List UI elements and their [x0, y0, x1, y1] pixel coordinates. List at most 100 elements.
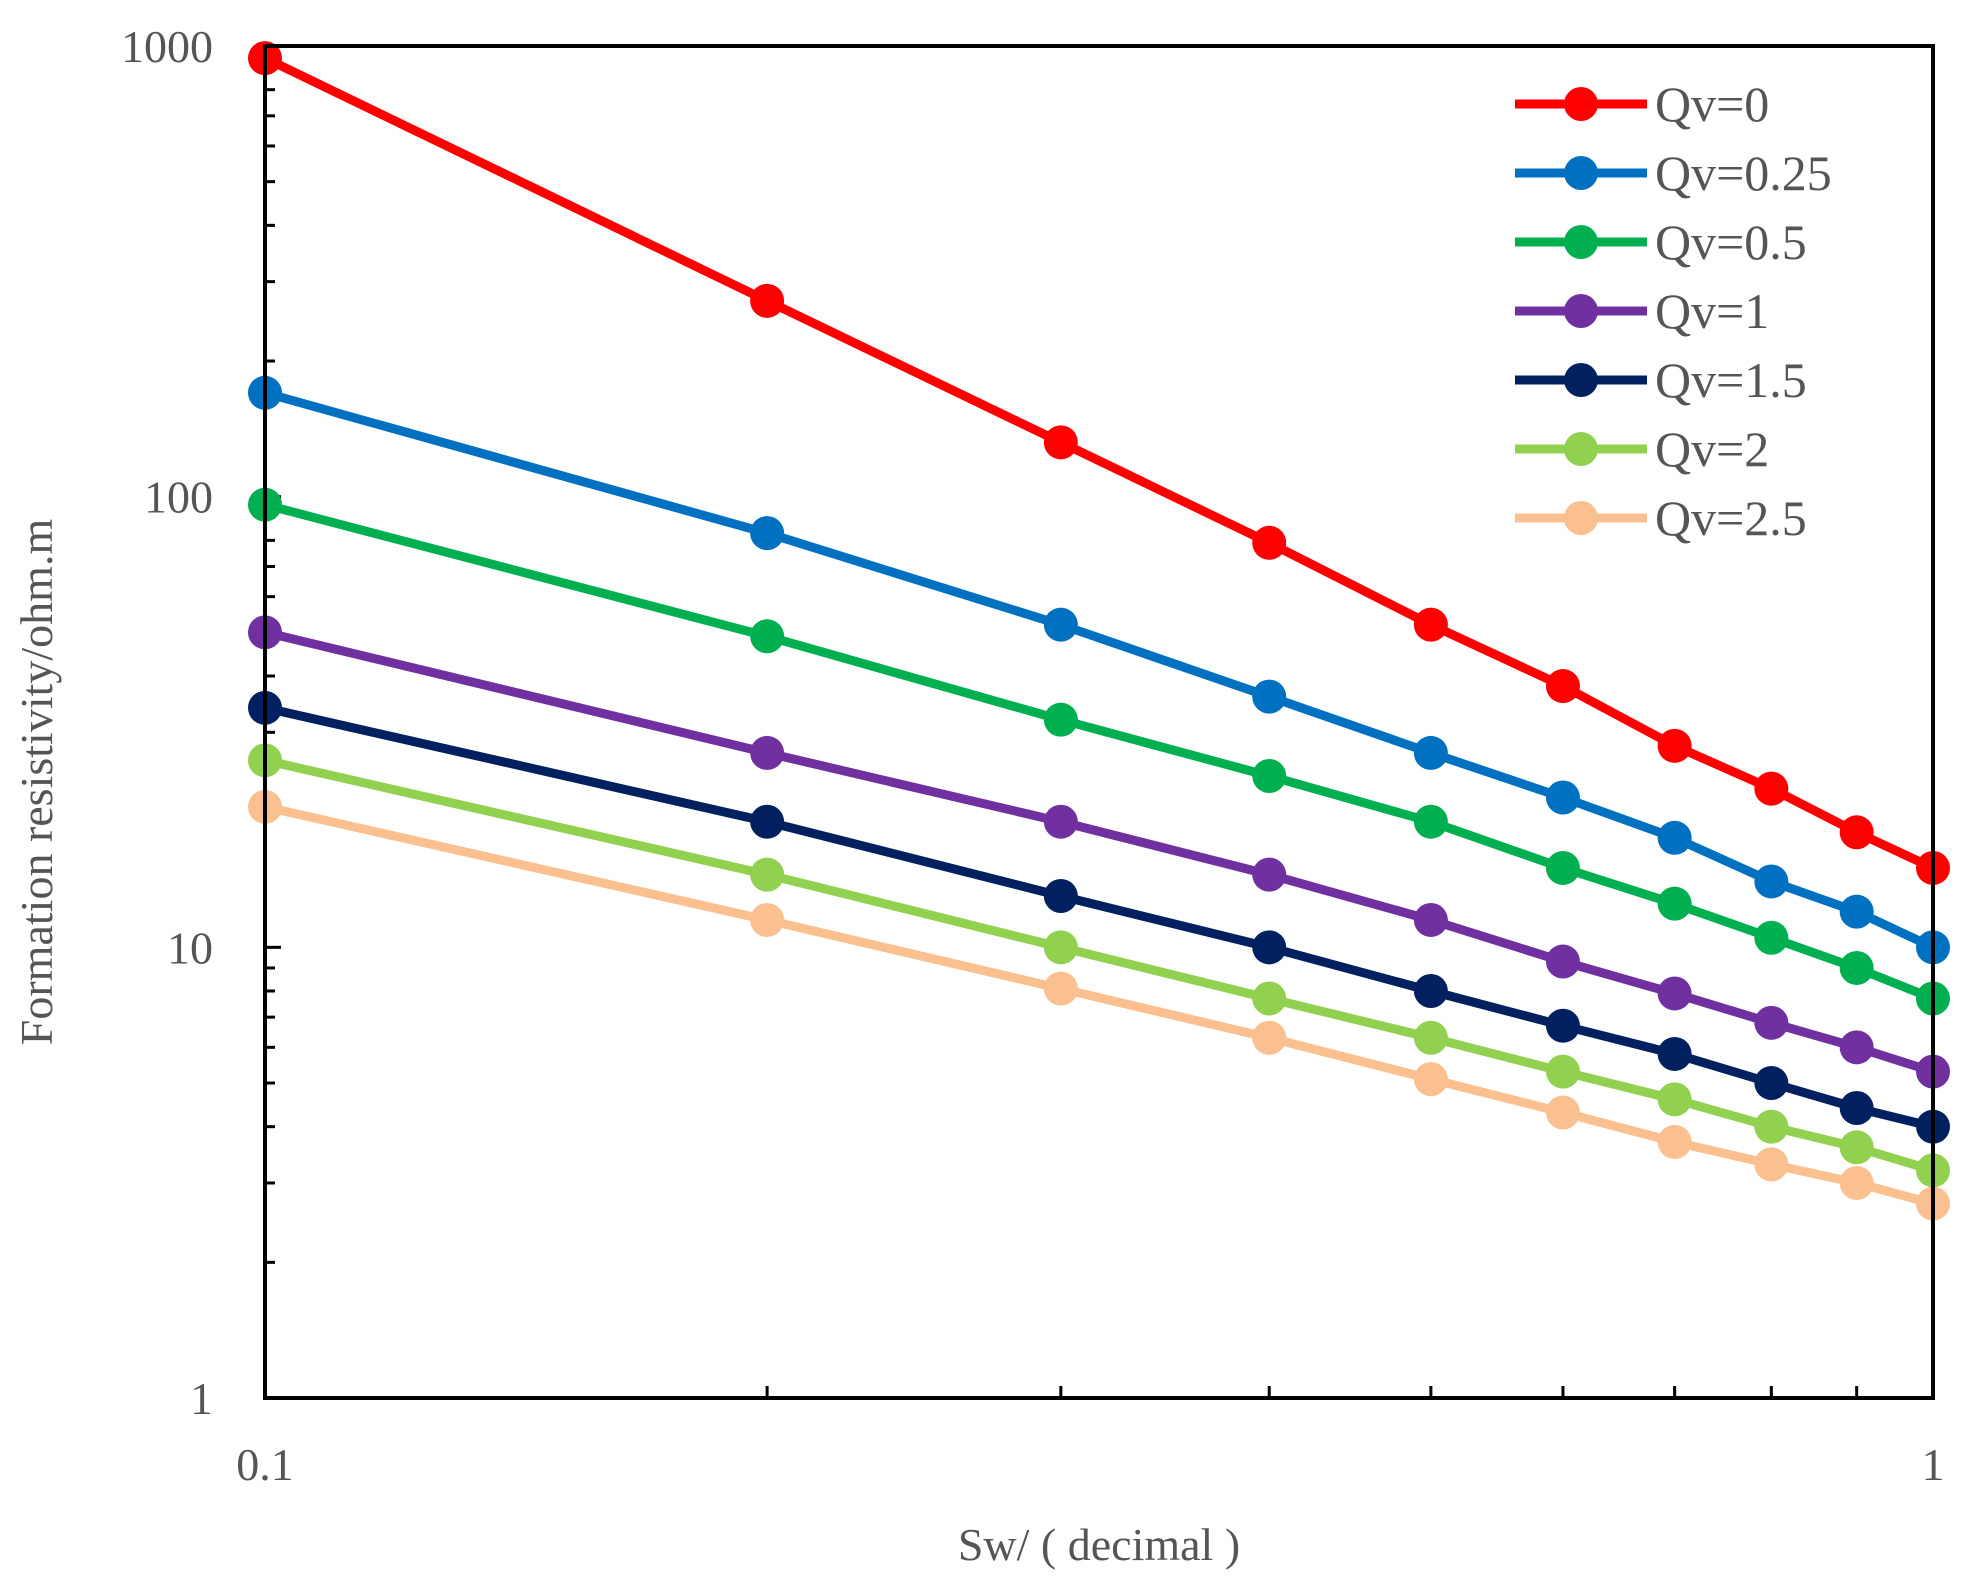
- data-point: [1043, 878, 1078, 913]
- tick-labels: 1 10 100 1000 0.1 1: [121, 21, 1945, 1490]
- legend-item: Qv=1.5: [1515, 352, 1807, 408]
- y-axis-title: Formation resistivity/ohm.m: [11, 519, 62, 1046]
- legend-item: Qv=0.5: [1515, 214, 1807, 270]
- data-point: [1043, 930, 1078, 965]
- legend-swatch-marker: [1564, 294, 1598, 328]
- data-point: [1413, 735, 1448, 770]
- legend-label: Qv=0.5: [1655, 214, 1807, 270]
- data-point: [1754, 771, 1789, 806]
- legend-label: Qv=2: [1655, 421, 1769, 477]
- data-point: [1252, 758, 1287, 793]
- series-line: [263, 500, 1935, 1003]
- data-point: [1043, 607, 1078, 642]
- data-point: [1657, 728, 1692, 763]
- legend-label: Qv=0.25: [1655, 145, 1832, 201]
- data-point: [1754, 1005, 1789, 1040]
- x-tick-label: 0.1: [236, 1439, 294, 1490]
- series-Qv=1.5: [248, 690, 1950, 1144]
- data-point: [1754, 920, 1789, 955]
- data-point: [750, 735, 785, 770]
- data-point: [1754, 1065, 1789, 1100]
- data-point: [1545, 1054, 1580, 1089]
- legend-item: Qv=2.5: [1515, 490, 1807, 546]
- data-point: [1413, 804, 1448, 839]
- y-tick-label: 1: [190, 1373, 213, 1424]
- data-point: [1545, 850, 1580, 885]
- data-point: [1043, 425, 1078, 460]
- data-point: [1754, 864, 1789, 899]
- legend-swatch-marker: [1564, 156, 1598, 190]
- data-point: [1413, 607, 1448, 642]
- x-tick-label: 1: [1922, 1439, 1945, 1490]
- data-point: [1545, 1008, 1580, 1043]
- data-point: [1252, 525, 1287, 560]
- data-point: [1657, 976, 1692, 1011]
- data-point: [1545, 944, 1580, 979]
- data-point: [1252, 930, 1287, 965]
- data-point: [1657, 1082, 1692, 1117]
- data-point: [750, 283, 785, 318]
- data-point: [750, 804, 785, 839]
- series-line: [264, 703, 1935, 1132]
- data-point: [1252, 1020, 1287, 1055]
- series-Qv=2.5: [248, 789, 1950, 1221]
- legend-item: Qv=1: [1515, 283, 1769, 339]
- legend-label: Qv=1.5: [1655, 352, 1807, 408]
- data-point: [1657, 820, 1692, 855]
- y-tick-label: 10: [167, 922, 213, 973]
- legend-item: Qv=0: [1515, 76, 1769, 132]
- plot-area-frame: [263, 44, 1935, 1400]
- legend-swatch-marker: [1564, 363, 1598, 397]
- legend-label: Qv=2.5: [1655, 490, 1807, 546]
- data-point: [1413, 1020, 1448, 1055]
- y-tick-label: 100: [144, 472, 213, 523]
- legend-swatch-marker: [1564, 225, 1598, 259]
- data-point: [1839, 815, 1874, 850]
- data-point: [1043, 702, 1078, 737]
- data-point: [1839, 894, 1874, 929]
- data-point: [1413, 902, 1448, 937]
- data-point: [1252, 679, 1287, 714]
- data-point: [1043, 971, 1078, 1006]
- data-point: [750, 857, 785, 892]
- legend-item: Qv=0.25: [1515, 145, 1832, 201]
- data-point: [1657, 886, 1692, 921]
- data-point: [1252, 981, 1287, 1016]
- data-point: [1839, 950, 1874, 985]
- legend-swatch-marker: [1564, 87, 1598, 121]
- data-point: [1413, 974, 1448, 1009]
- data-point: [1545, 780, 1580, 815]
- data-point: [1839, 1030, 1874, 1065]
- data-point: [750, 902, 785, 937]
- series-line: [263, 388, 1935, 952]
- data-point: [1839, 1091, 1874, 1126]
- legend-label: Qv=0: [1655, 76, 1769, 132]
- data-point: [1657, 1036, 1692, 1071]
- data-point: [1657, 1124, 1692, 1159]
- x-axis-title: Sw/ ( decimal ): [958, 1519, 1240, 1570]
- data-point: [1252, 857, 1287, 892]
- data-point: [1839, 1130, 1874, 1165]
- series-Qv=0.25: [248, 375, 1950, 965]
- legend-swatch-marker: [1564, 501, 1598, 535]
- data-point: [1545, 669, 1580, 704]
- series-line: [263, 627, 1935, 1076]
- data-point: [1754, 1147, 1789, 1182]
- y-tick-label: 1000: [121, 21, 213, 72]
- series-layer: [248, 41, 1950, 1221]
- legend-label: Qv=1: [1655, 283, 1769, 339]
- series-line: [264, 802, 1935, 1208]
- data-point: [750, 619, 785, 654]
- data-point: [1754, 1109, 1789, 1144]
- legend-swatch-marker: [1564, 432, 1598, 466]
- data-point: [1545, 1095, 1580, 1130]
- data-point: [1839, 1165, 1874, 1200]
- data-point: [1413, 1062, 1448, 1097]
- series-Qv=1: [248, 615, 1950, 1089]
- series-Qv=0: [248, 41, 1950, 885]
- series-Qv=2: [248, 743, 1950, 1188]
- data-point: [1043, 804, 1078, 839]
- data-point: [750, 516, 785, 551]
- series-line: [264, 755, 1935, 1175]
